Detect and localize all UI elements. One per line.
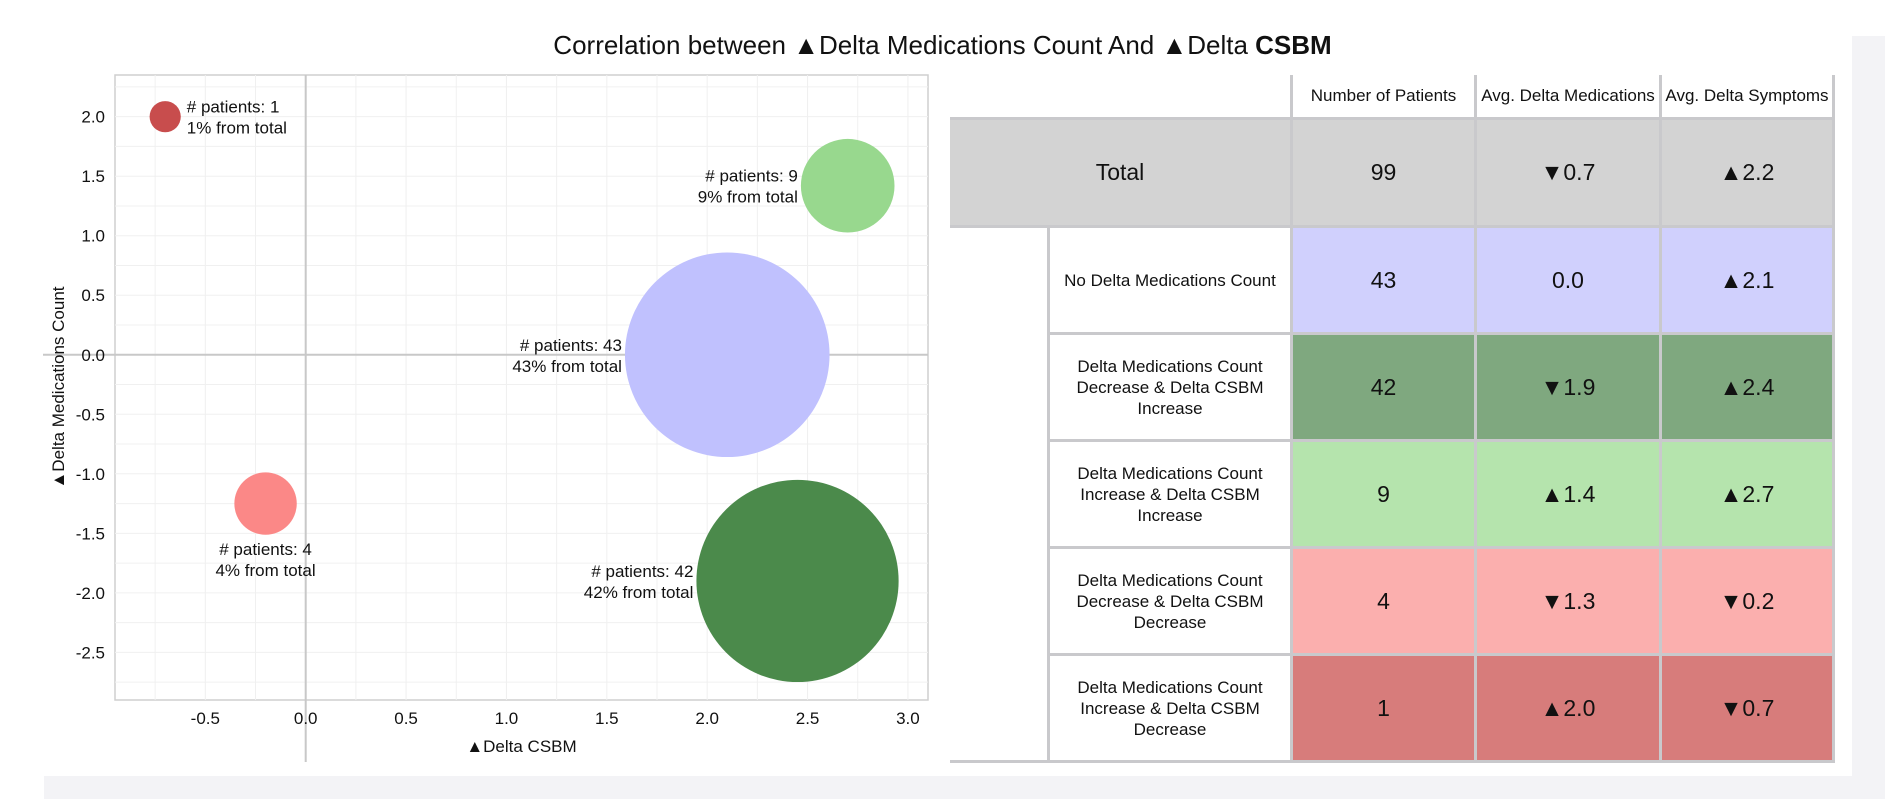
chart-title: Correlation between ▲Delta Medications C…: [0, 30, 1885, 61]
table-row-value: 9: [1293, 442, 1477, 549]
bubble-label-count: # patients: 1: [187, 98, 280, 117]
bubble: [149, 101, 181, 133]
bubble-label-percent: 1% from total: [187, 119, 287, 138]
bubble-chart: -0.5 0.0 0.5 1.0 1.5 2.0 2.5 3.0 2.0 1.5 1.0 0.5 0.0…: [43, 74, 929, 762]
table-header-cell: Avg. Delta Medications: [1477, 75, 1662, 120]
table-row-value: 42: [1293, 335, 1477, 442]
table-row-label: Delta Medications Count Increase & Delta…: [1050, 442, 1293, 549]
table-header-cell: Number of Patients: [1293, 75, 1477, 120]
y-axis-label: ▲Delta Medications Count: [49, 286, 68, 488]
table-row-value: 4: [1293, 549, 1477, 656]
table-total-value: 99: [1293, 120, 1477, 228]
y-tick-label: -1.0: [76, 465, 105, 484]
x-tick-label: -0.5: [191, 709, 220, 728]
x-tick-label: 2.5: [796, 709, 820, 728]
x-tick-label: 0.0: [294, 709, 318, 728]
bubble-label-percent: 4% from total: [215, 561, 315, 580]
bubble-label-percent: 43% from total: [512, 357, 622, 376]
right-edge-strip: [1852, 36, 1885, 799]
table-row-label: No Delta Medications Count: [1050, 228, 1293, 335]
table-row-value: ▲2.7: [1662, 442, 1835, 549]
table-group-spacer: [950, 228, 1050, 763]
bubble: [800, 138, 895, 233]
y-tick-label: -2.5: [76, 643, 105, 662]
bubble-label-percent: 9% from total: [698, 188, 798, 207]
table-row-value: ▲1.4: [1477, 442, 1662, 549]
table-row-value: ▼1.3: [1477, 549, 1662, 656]
bubble-label-count: # patients: 42: [591, 562, 693, 581]
table-row-value: ▼0.2: [1662, 549, 1835, 656]
y-tick-label: 1.0: [81, 227, 105, 246]
bubble: [696, 479, 899, 683]
table-total-value: ▲2.2: [1662, 120, 1835, 228]
bubble-label-percent: 42% from total: [584, 583, 694, 602]
y-tick-label: 0.0: [81, 346, 105, 365]
table-row-label: Delta Medications Count Decrease & Delta…: [1050, 549, 1293, 656]
y-tick-label: -1.5: [76, 524, 105, 543]
table-header-cell: Avg. Delta Symptoms: [1662, 75, 1835, 120]
x-tick-label: 0.5: [394, 709, 418, 728]
bubble: [624, 252, 830, 458]
bubble: [234, 472, 297, 535]
chart-title-bold: CSBM: [1255, 30, 1332, 60]
x-tick-label: 1.0: [495, 709, 519, 728]
y-tick-label: 0.5: [81, 286, 105, 305]
table-row-label: Delta Medications Count Increase & Delta…: [1050, 656, 1293, 763]
x-tick-label: 2.0: [695, 709, 719, 728]
x-tick-label: 3.0: [896, 709, 920, 728]
y-tick-label: -0.5: [76, 405, 105, 424]
summary-table: Number of Patients Avg. Delta Medications…: [950, 75, 1835, 763]
bubble-label-count: # patients: 43: [520, 336, 622, 355]
y-tick-label: 2.0: [81, 108, 105, 127]
table-row-value: 1: [1293, 656, 1477, 763]
x-tick-label: 1.5: [595, 709, 619, 728]
table-total-label: Total: [950, 120, 1293, 228]
bubble-label-count: # patients: 4: [219, 540, 312, 559]
table-row-value: ▲2.4: [1662, 335, 1835, 442]
bottom-strip: [44, 776, 1852, 799]
x-axis-label: ▲Delta CSBM: [466, 737, 576, 756]
y-tick-label: 1.5: [81, 167, 105, 186]
table-row-label: Delta Medications Count Decrease & Delta…: [1050, 335, 1293, 442]
table-row-value: 43: [1293, 228, 1477, 335]
table-row-value: ▲2.0: [1477, 656, 1662, 763]
chart-title-text: Correlation between ▲Delta Medications C…: [553, 30, 1256, 60]
table-total-value: ▼0.7: [1477, 120, 1662, 228]
table-row-value: ▼1.9: [1477, 335, 1662, 442]
table-header-corner: [950, 75, 1293, 120]
table-row-value: 0.0: [1477, 228, 1662, 335]
y-tick-label: -2.0: [76, 584, 105, 603]
table-row-value: ▲2.1: [1662, 228, 1835, 335]
table-row-value: ▼0.7: [1662, 656, 1835, 763]
bubble-label-count: # patients: 9: [705, 167, 798, 186]
